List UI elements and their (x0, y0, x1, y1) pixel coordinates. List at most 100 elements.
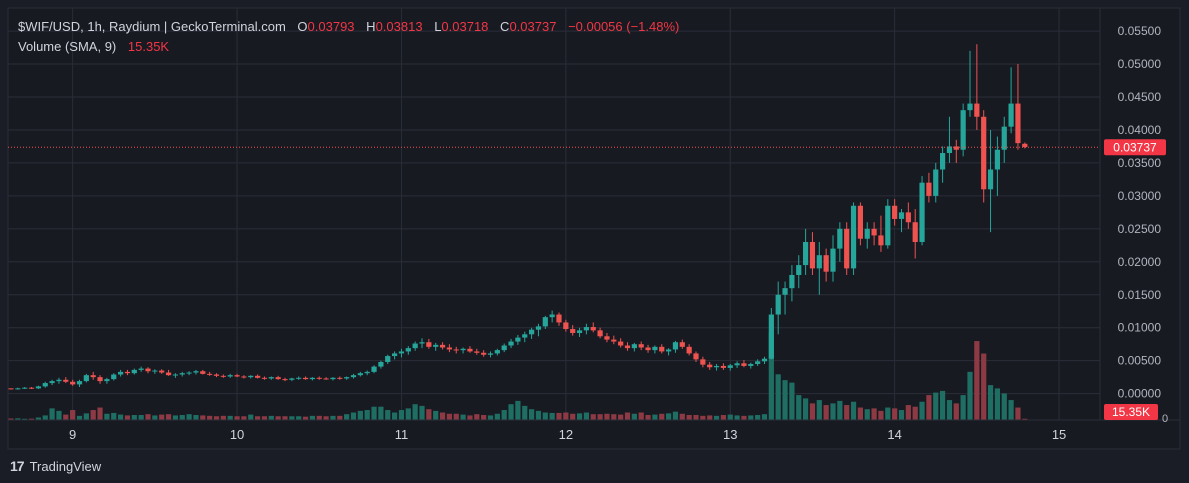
volume-bar (967, 371, 973, 420)
price-tick-label: 0.02500 (1118, 222, 1162, 236)
volume-bar (549, 412, 555, 420)
volume-bar (145, 414, 151, 420)
volume-bar (850, 401, 857, 420)
candle-body (987, 169, 994, 190)
volume-badge: 15.35K 0 (1104, 404, 1168, 425)
volume-bar (727, 414, 733, 420)
candle-body (255, 375, 261, 378)
candle-body (624, 345, 631, 349)
candle-body (220, 375, 226, 377)
candle-body (857, 205, 863, 239)
candle-body (535, 326, 542, 330)
candle-body (63, 379, 69, 382)
price-tick-label: 0.00000 (1118, 387, 1162, 401)
volume-bar (768, 332, 774, 420)
volume-bar (816, 400, 822, 420)
volume-bar (522, 405, 528, 420)
volume-bar (864, 409, 870, 420)
candle-body (816, 255, 822, 269)
volume-bar (439, 412, 446, 420)
volume-bar (837, 400, 843, 420)
open-value: 0.03793 (307, 19, 355, 34)
volume-bar (672, 411, 679, 420)
volume-bar (49, 408, 55, 420)
candle-body (666, 349, 672, 352)
candle-body (946, 146, 953, 154)
price-tick-label: 0.02000 (1118, 255, 1162, 269)
candle-body (193, 371, 199, 373)
candle-body (446, 347, 452, 350)
price-axis[interactable]: 0.05500 0.05000 0.04500 0.04000 0.03500 0.030… (1118, 24, 1162, 401)
symbol-title[interactable]: $WIF/USD, 1h, Raydium | GeckoTerminal.co… (18, 19, 286, 34)
volume-bar (734, 415, 740, 420)
volume-bar (576, 413, 583, 420)
volume-bar (535, 410, 542, 420)
candle-body (275, 377, 281, 380)
volume-bar (83, 413, 89, 420)
candle-body (15, 388, 21, 390)
candle-body (241, 376, 247, 378)
volume-bar (707, 415, 713, 420)
volume-bar (405, 408, 411, 420)
candle-body (385, 356, 391, 362)
volume-bar (350, 412, 357, 420)
time-tick-label: 13 (723, 427, 737, 442)
candle-body (604, 336, 610, 340)
volume-bar (666, 413, 672, 420)
candle-body (316, 377, 322, 379)
volume-bar (638, 412, 644, 420)
candle-body (405, 348, 411, 352)
volume-bars (8, 332, 1028, 420)
volume-bar (748, 415, 754, 420)
candle-body (337, 377, 343, 379)
volume-bar (940, 390, 946, 420)
volume-bar (248, 414, 254, 420)
volume-bar (508, 404, 514, 420)
candle-body (850, 205, 857, 269)
volume-bar (515, 400, 521, 420)
candle-body (905, 212, 911, 223)
volume-bar (830, 403, 836, 420)
volume-bar (357, 410, 363, 420)
candle-body (898, 212, 905, 219)
time-tick-label: 11 (395, 427, 409, 442)
volume-bar (412, 404, 418, 420)
candle-body (419, 342, 425, 344)
time-tick-label: 15 (1052, 427, 1066, 442)
candle-body (618, 341, 624, 346)
candle-body (522, 334, 528, 338)
candle-body (200, 371, 206, 374)
volume-bar (302, 416, 309, 420)
candle-body (529, 329, 535, 335)
time-axis[interactable]: 9 10 11 12 13 14 15 (69, 427, 1066, 442)
candle-body (583, 327, 589, 331)
price-tick-label: 0.01000 (1118, 321, 1162, 335)
candle-body (90, 375, 96, 378)
candle-body (803, 242, 809, 266)
volume-bar (885, 407, 891, 420)
candle-body (138, 368, 144, 370)
candle-body (919, 182, 925, 243)
candle-body (453, 349, 459, 351)
candle-body (755, 361, 761, 364)
volume-bar (563, 412, 569, 420)
candle-body (878, 235, 884, 246)
volume-bar (296, 416, 302, 420)
volume-indicator-value: 15.35K (127, 39, 170, 54)
candle-body (22, 387, 28, 389)
candle-body (8, 388, 14, 390)
volume-bar (919, 401, 925, 420)
volume-bar (494, 413, 500, 420)
volume-bar (1001, 393, 1007, 420)
volume-bar (8, 418, 14, 420)
candle-body (768, 314, 774, 359)
branding[interactable]: 17 TradingView (10, 458, 101, 474)
candle-body (296, 377, 302, 379)
volume-bar (275, 416, 281, 420)
volume-indicator-label[interactable]: Volume (SMA, 9) (18, 39, 117, 54)
volume-bar (686, 415, 692, 420)
candle-body (720, 365, 726, 368)
candle-body (638, 344, 644, 348)
candle-body (494, 350, 500, 354)
